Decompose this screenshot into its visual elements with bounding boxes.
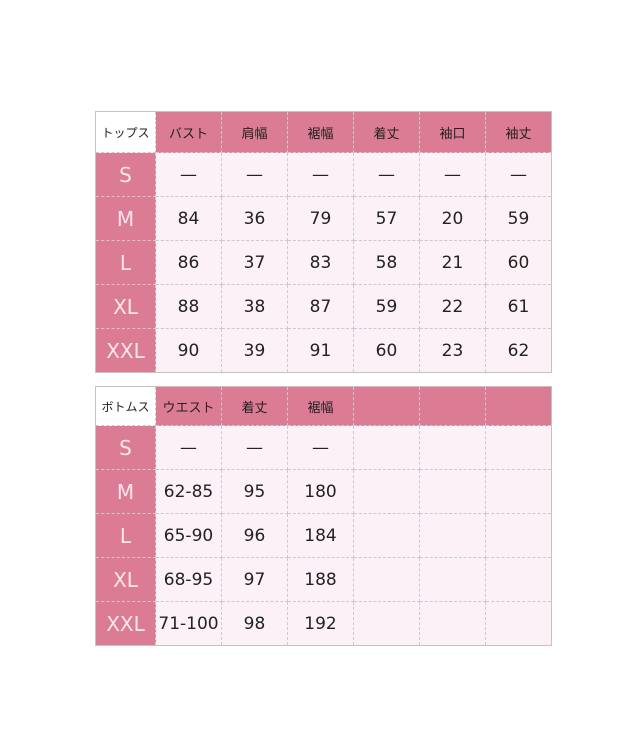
measurement-cell: 21 bbox=[419, 240, 486, 285]
measurement-cell: 192 bbox=[287, 601, 354, 646]
header-row: ボトムス ウエスト 着丈 裾幅 bbox=[95, 386, 552, 426]
measurement-cell: 36 bbox=[221, 196, 288, 241]
column-header: ウエスト bbox=[155, 386, 222, 426]
measurement-cell: 38 bbox=[221, 284, 288, 329]
measurement-cell bbox=[485, 557, 552, 602]
measurement-cell bbox=[353, 557, 420, 602]
measurement-cell: 61 bbox=[485, 284, 552, 329]
table-row: XL 68-95 97 188 bbox=[95, 557, 552, 602]
tops-size-table: トップス バスト 肩幅 裾幅 着丈 袖口 袖丈 S — — — — — — M 84 36 79 57 20 59 L 86… bbox=[95, 111, 552, 373]
measurement-cell: — bbox=[221, 152, 288, 197]
measurement-cell: 71-100 bbox=[155, 601, 222, 646]
bottoms-size-table: ボトムス ウエスト 着丈 裾幅 S — — — M 62-85 95 180 L 65-90 96 184 XL… bbox=[95, 386, 552, 646]
measurement-cell bbox=[419, 469, 486, 514]
measurement-cell: 97 bbox=[221, 557, 288, 602]
measurement-cell: 91 bbox=[287, 328, 354, 373]
size-label: M bbox=[95, 469, 156, 514]
category-label: トップス bbox=[95, 111, 156, 153]
table-row: L 65-90 96 184 bbox=[95, 513, 552, 558]
size-label: XXL bbox=[95, 328, 156, 373]
measurement-cell: 83 bbox=[287, 240, 354, 285]
measurement-cell: 58 bbox=[353, 240, 420, 285]
size-label: S bbox=[95, 425, 156, 470]
measurement-cell: 90 bbox=[155, 328, 222, 373]
column-header: 袖丈 bbox=[485, 111, 552, 153]
measurement-cell: — bbox=[155, 425, 222, 470]
measurement-cell: 22 bbox=[419, 284, 486, 329]
size-label: L bbox=[95, 240, 156, 285]
measurement-cell bbox=[419, 557, 486, 602]
measurement-cell: — bbox=[485, 152, 552, 197]
measurement-cell: 98 bbox=[221, 601, 288, 646]
column-header: 裾幅 bbox=[287, 111, 354, 153]
measurement-cell: 87 bbox=[287, 284, 354, 329]
measurement-cell bbox=[419, 513, 486, 558]
column-header: 袖口 bbox=[419, 111, 486, 153]
measurement-cell: 59 bbox=[485, 196, 552, 241]
table-row: XL 88 38 87 59 22 61 bbox=[95, 284, 552, 329]
measurement-cell: 79 bbox=[287, 196, 354, 241]
column-header: 肩幅 bbox=[221, 111, 288, 153]
measurement-cell: 180 bbox=[287, 469, 354, 514]
measurement-cell: — bbox=[287, 152, 354, 197]
measurement-cell: 95 bbox=[221, 469, 288, 514]
measurement-cell bbox=[353, 469, 420, 514]
column-header bbox=[485, 386, 552, 426]
measurement-cell: — bbox=[419, 152, 486, 197]
measurement-cell: 23 bbox=[419, 328, 486, 373]
measurement-cell bbox=[485, 601, 552, 646]
measurement-cell bbox=[485, 513, 552, 558]
size-label: M bbox=[95, 196, 156, 241]
measurement-cell: 86 bbox=[155, 240, 222, 285]
table-row: XXL 71-100 98 192 bbox=[95, 601, 552, 646]
measurement-cell: 62-85 bbox=[155, 469, 222, 514]
measurement-cell: 188 bbox=[287, 557, 354, 602]
table-row: S — — — bbox=[95, 425, 552, 470]
header-row: トップス バスト 肩幅 裾幅 着丈 袖口 袖丈 bbox=[95, 111, 552, 153]
measurement-cell: — bbox=[221, 425, 288, 470]
measurement-cell: 88 bbox=[155, 284, 222, 329]
size-label: XL bbox=[95, 284, 156, 329]
measurement-cell: 39 bbox=[221, 328, 288, 373]
measurement-cell bbox=[485, 469, 552, 514]
measurement-cell bbox=[353, 425, 420, 470]
size-label: XXL bbox=[95, 601, 156, 646]
measurement-cell: — bbox=[287, 425, 354, 470]
measurement-cell bbox=[419, 425, 486, 470]
column-header: バスト bbox=[155, 111, 222, 153]
measurement-cell: 96 bbox=[221, 513, 288, 558]
measurement-cell: 62 bbox=[485, 328, 552, 373]
measurement-cell bbox=[353, 601, 420, 646]
size-label: S bbox=[95, 152, 156, 197]
measurement-cell bbox=[353, 513, 420, 558]
measurement-cell: — bbox=[155, 152, 222, 197]
measurement-cell: 84 bbox=[155, 196, 222, 241]
measurement-cell: 60 bbox=[353, 328, 420, 373]
measurement-cell: 68-95 bbox=[155, 557, 222, 602]
measurement-cell: 65-90 bbox=[155, 513, 222, 558]
measurement-cell bbox=[485, 425, 552, 470]
table-row: M 84 36 79 57 20 59 bbox=[95, 196, 552, 241]
measurement-cell: 184 bbox=[287, 513, 354, 558]
category-label: ボトムス bbox=[95, 386, 156, 426]
table-row: M 62-85 95 180 bbox=[95, 469, 552, 514]
column-header: 着丈 bbox=[221, 386, 288, 426]
column-header: 裾幅 bbox=[287, 386, 354, 426]
measurement-cell bbox=[419, 601, 486, 646]
column-header: 着丈 bbox=[353, 111, 420, 153]
column-header bbox=[419, 386, 486, 426]
measurement-cell: 60 bbox=[485, 240, 552, 285]
measurement-cell: — bbox=[353, 152, 420, 197]
measurement-cell: 59 bbox=[353, 284, 420, 329]
column-header bbox=[353, 386, 420, 426]
size-label: L bbox=[95, 513, 156, 558]
measurement-cell: 20 bbox=[419, 196, 486, 241]
table-row: XXL 90 39 91 60 23 62 bbox=[95, 328, 552, 373]
table-row: S — — — — — — bbox=[95, 152, 552, 197]
size-label: XL bbox=[95, 557, 156, 602]
table-row: L 86 37 83 58 21 60 bbox=[95, 240, 552, 285]
measurement-cell: 37 bbox=[221, 240, 288, 285]
measurement-cell: 57 bbox=[353, 196, 420, 241]
